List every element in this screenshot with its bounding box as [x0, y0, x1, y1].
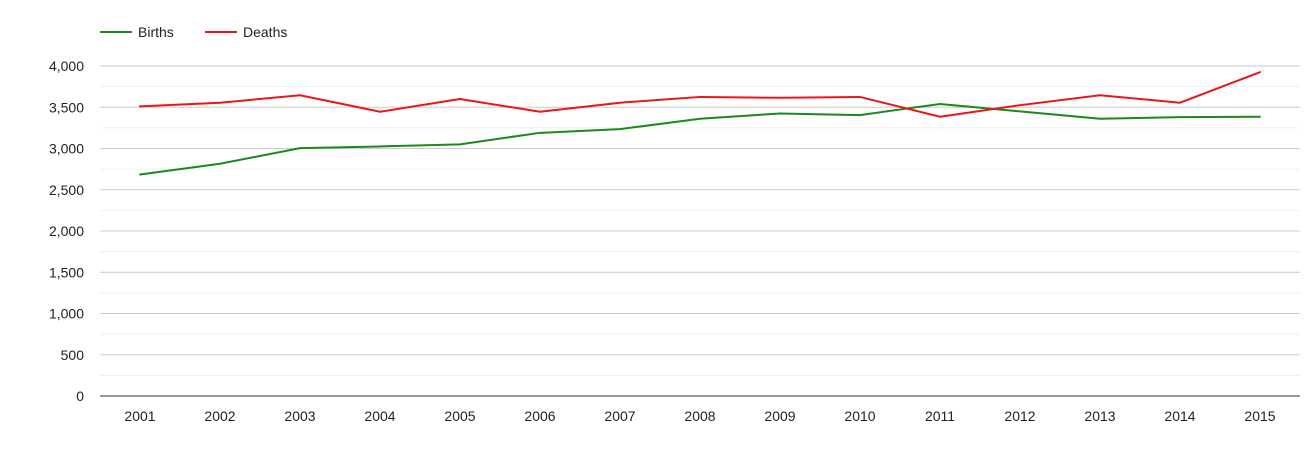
- y-tick-label: 1,000: [49, 306, 84, 322]
- x-tick-label: 2011: [925, 408, 955, 424]
- x-tick-label: 2015: [1244, 408, 1275, 424]
- x-tick-label: 2004: [364, 408, 395, 424]
- legend: Births Deaths: [100, 24, 287, 40]
- y-tick-label: 4,000: [49, 58, 84, 74]
- x-tick-label: 2006: [524, 408, 555, 424]
- x-tick-label: 2012: [1004, 408, 1035, 424]
- legend-label-deaths: Deaths: [243, 24, 287, 40]
- series-line-deaths: [139, 71, 1261, 118]
- y-tick-label: 3,500: [49, 99, 84, 115]
- x-tick-label: 2009: [764, 408, 795, 424]
- y-tick-label: 0: [76, 388, 84, 404]
- x-tick-label: 2002: [204, 408, 235, 424]
- legend-label-births: Births: [138, 24, 174, 40]
- x-tick-label: 2010: [844, 408, 875, 424]
- x-tick-label: 2005: [444, 408, 475, 424]
- x-tick-label: 2014: [1164, 408, 1195, 424]
- x-tick-label: 2013: [1084, 408, 1115, 424]
- plot-area: [139, 71, 1261, 176]
- y-axis: 0 500 1,000 1,500 2,000 2,500 3,000 3,500 4,000: [49, 58, 84, 404]
- series-line-births: [139, 102, 1261, 176]
- x-tick-label: 2008: [684, 408, 715, 424]
- gridlines: [100, 65, 1300, 376]
- y-tick-label: 500: [61, 347, 85, 363]
- x-tick-label: 2007: [604, 408, 635, 424]
- y-tick-label: 2,500: [49, 182, 84, 198]
- y-tick-label: 1,500: [49, 264, 84, 280]
- x-axis: 2001 2002 2003 2004 2005 2006 2007 2008 2009 2010…: [100, 395, 1300, 424]
- x-tick-label: 2001: [124, 408, 155, 424]
- y-tick-label: 3,000: [49, 141, 84, 157]
- y-tick-label: 2,000: [49, 223, 84, 239]
- x-tick-label: 2003: [284, 408, 315, 424]
